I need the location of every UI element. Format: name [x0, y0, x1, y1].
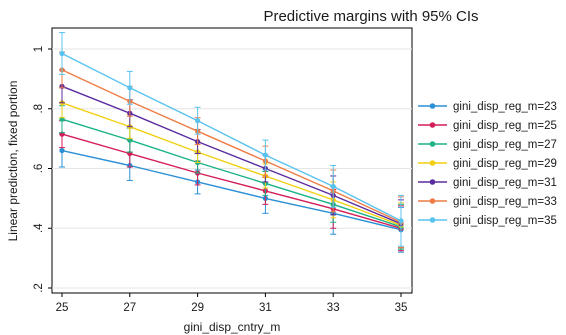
legend: gini_disp_reg_m=23 gini_disp_reg_m=25gini… [418, 101, 557, 227]
chart-title: Predictive margins with 95% CIs [263, 8, 478, 25]
y-tick-label: .4 [33, 223, 45, 233]
grid-lines [52, 48, 412, 289]
y-axis-ticks: 1 .8 .6 .4 .2 [33, 46, 52, 293]
series-line [61, 52, 402, 222]
x-tick-label: 27 [123, 302, 136, 314]
legend-label: gini_disp_reg_m=23 [453, 101, 557, 113]
legend-item: gini_disp_reg_m=31 [418, 177, 557, 189]
legend-swatch-marker [429, 179, 436, 185]
series-line [61, 133, 402, 229]
x-tick-label: 25 [56, 302, 69, 314]
series-line [61, 118, 402, 228]
series-line [61, 69, 402, 223]
legend-label: gini_disp_reg_m=33 [453, 196, 557, 208]
legend-label: gini_disp_reg_m=29 [453, 158, 557, 170]
legend-label: gini_disp_reg_m=35 [453, 215, 557, 227]
y-tick-label: .8 [33, 104, 45, 114]
data-point [330, 183, 336, 190]
x-axis-ticks: 25 27 29 31 33 35 [56, 293, 408, 314]
legend-item: gini_disp_reg_m=25 [418, 120, 557, 132]
data-point [127, 85, 133, 91]
series-line [61, 102, 402, 226]
legend-swatch-marker [429, 160, 436, 166]
legend-item: gini_disp_reg_m=33 [418, 196, 557, 208]
y-tick-label: .6 [33, 164, 45, 174]
legend-swatch-marker [429, 141, 436, 147]
legend-label: gini_disp_reg_m=25 [453, 120, 557, 132]
x-tick-label: 29 [191, 302, 204, 314]
legend-item: gini_disp_reg_m=23 [418, 101, 557, 113]
data-point [195, 118, 201, 124]
x-tick-label: 35 [395, 302, 408, 314]
legend-swatch-marker [429, 103, 436, 109]
data-point [262, 152, 268, 158]
legend-swatch-marker [429, 198, 436, 204]
series-line [61, 85, 402, 225]
legend-item: gini_disp_reg_m=35 [418, 215, 557, 227]
legend-item: gini_disp_reg_m=29 [418, 158, 557, 170]
legend-swatch-marker [429, 217, 436, 223]
series-line [61, 149, 402, 231]
y-tick-label: .2 [33, 283, 45, 293]
legend-label: gini_disp_reg_m=31 [453, 177, 557, 189]
x-tick-label: 33 [327, 302, 340, 314]
y-axis-label: Linear prediction, fixed portion [6, 81, 20, 242]
y-tick-label: 1 [33, 46, 45, 52]
x-tick-label: 31 [259, 302, 272, 314]
legend-label: gini_disp_reg_m=27 [453, 139, 557, 151]
series-lines [59, 32, 404, 253]
data-point [398, 218, 404, 224]
x-axis-label: gini_disp_cntry_m [184, 320, 281, 334]
legend-item: gini_disp_reg_m=27 [418, 139, 557, 151]
series-gini_disp_reg_m=35 [59, 32, 404, 247]
legend-swatch-marker [429, 122, 436, 128]
plot-area [51, 27, 413, 294]
data-point [59, 50, 65, 57]
data-point [59, 147, 65, 154]
